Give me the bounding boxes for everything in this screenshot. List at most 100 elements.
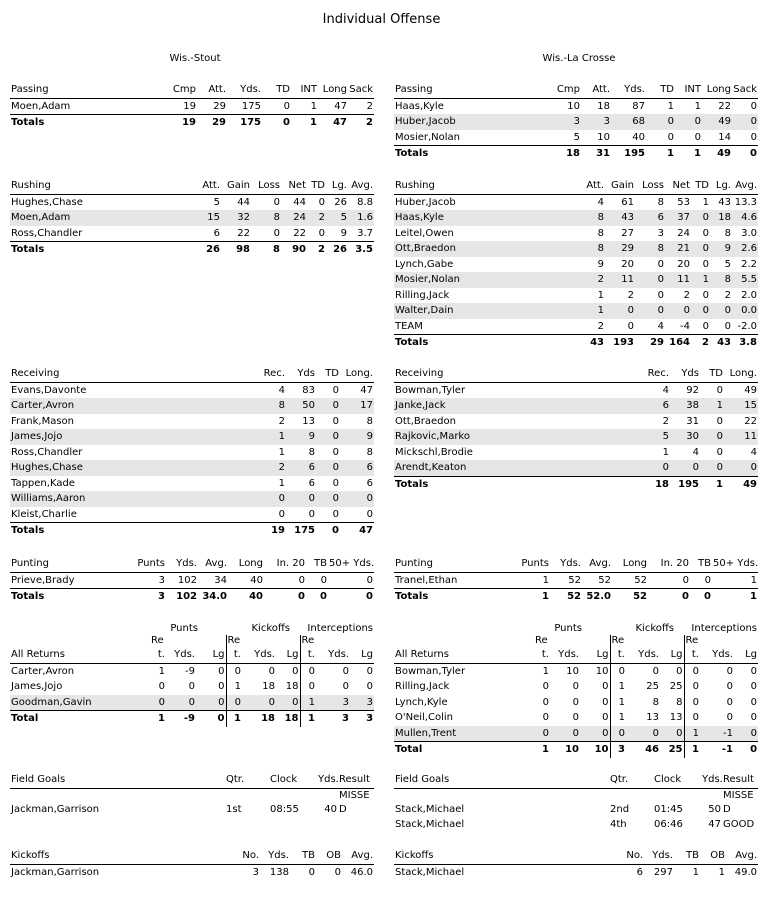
table-cell: 0 [542,712,549,723]
table-cell: 0 [250,491,286,507]
away-passing-table: Passing Cmp Att. Yds. TD INT Long Sack Haas,Kyl… [394,82,758,162]
table-cell: Totals [394,145,539,162]
table-cell: 0 [675,114,702,130]
table-cell: 0 [218,681,225,692]
table-cell: 18 [597,100,610,112]
table-cell: Ott,Braedon [394,241,570,257]
table-cell: Walter,Dain [394,303,570,319]
column-header: Avg. [348,178,374,195]
table-cell: 3.8 [732,334,758,351]
table-cell [394,788,609,802]
column-header: Yds. [316,647,350,664]
table-cell: 3.5 [348,241,374,258]
table-cell: 29 [213,100,226,112]
table-cell: 8 [676,696,683,708]
table-cell: 0 [750,696,758,708]
table-cell: 34 [214,574,227,586]
column-header: No. [240,848,260,865]
column-header: Yds. [260,848,290,865]
table-cell: 19 [155,114,197,131]
table-cell: Kleist,Charlie [11,508,77,520]
table-cell: 90 [281,241,307,258]
table-cell: 0 [700,460,724,476]
table-cell: Bowman,Tyler [395,665,466,677]
table-cell: 1 [646,145,675,162]
table-cell: 6 [286,460,316,476]
table-cell: 49 [702,145,732,162]
table-row: Lynch,Kyle 0 0 0 1 8 8 0 0 0 [394,694,758,710]
table-cell: 24 [677,227,690,239]
table-cell: 164 [665,334,691,351]
home-kickoffs-section: Kickoffs No. Yds. TB OB Avg. Jackman,Garrison… [10,848,374,880]
home-team-name: Wis.-Stout [169,53,221,64]
table-cell: 6 [635,210,665,226]
table-cell: 18 [276,710,300,727]
table-cell: 0 [648,588,690,605]
column-header: Qtr. [609,772,653,789]
column-header: Att. [197,82,227,99]
table-cell: 0 [694,131,701,143]
table-cell: 1 [150,710,166,727]
table-cell: 0 [316,460,340,476]
table-cell [225,788,269,802]
table-cell: 43 [710,334,732,351]
table-cell: 13 [669,712,683,723]
table-cell: 6 [634,398,670,414]
table-row: Mosier,Nolan 5 10 40 0 0 14 0 [394,130,758,146]
table-cell: 0 [702,258,709,270]
column-header: Punts [504,556,550,573]
column-header: In. 20 [264,556,306,573]
table-cell: 06:46 [654,819,683,830]
table-cell: 10 [580,741,610,758]
table-cell: 0 [635,303,665,319]
table-cell: 0 [342,681,349,692]
table-cell: James,Jojo [11,681,63,692]
table-cell: 0 [676,665,683,677]
table-cell: 26 [334,196,347,208]
table-cell: GOOD [723,819,755,830]
table-cell: 4 [597,196,604,208]
table-cell: 1 [504,588,550,605]
table-cell: 0 [542,681,549,692]
column-header [734,635,758,647]
table-cell: 0 [683,663,700,679]
table-cell: 52.0 [582,588,612,605]
table-row: Haas,Kyle 8 43 6 37 0 18 4.6 [394,210,758,226]
table-cell: 0 [702,227,709,239]
table-cell: 0 [652,665,659,677]
table-cell: 0 [273,196,280,208]
table-cell: 8 [710,272,732,288]
home-field-goals-table: Field Goals Qtr. Clock Yds. Result MISSE Jac… [10,772,374,817]
table-row: Williams,Aaron 0 0 0 0 [10,491,374,507]
away-kickoffs-section: Kickoffs No. Yds. TB OB Avg. Stack,Michael 6 29… [394,848,758,880]
table-cell: 13 [646,712,659,723]
table-cell: 18 [242,710,276,727]
table-row: Arendt,Keaton 0 0 0 0 [394,460,758,476]
column-header: TD [307,178,326,195]
table-cell: 20 [677,258,690,270]
table-cell: 6 [636,866,643,878]
table-cell: 26 [186,241,221,258]
table-cell: 0 [292,665,299,677]
table-row: Hughes,Chase 2 6 0 6 [10,460,374,476]
table-cell: 0 [306,588,328,605]
column-header: All Returns [10,647,150,664]
table-cell: Rajkovic,Marko [394,429,634,445]
table-row: Goodman,Gavin 0 0 0 0 0 0 1 3 3 [10,694,375,711]
column-header: Yds [670,366,700,383]
table-row: Moen,Adam 19 29 175 0 1 47 2 [10,98,374,115]
table-cell: 52 [612,588,648,605]
table-cell: MISSE [339,789,370,801]
column-header: Kickoffs [251,623,291,634]
table-cell: Goodman,Gavin [10,694,150,711]
table-cell: 8 [250,398,286,414]
table-cell: 195 [670,475,700,492]
table-cell: 0 [328,588,374,605]
table-cell [609,788,653,802]
table-cell: 8 [635,241,665,257]
table-cell: Ross,Chandler [11,446,83,458]
table-cell: 3 [316,694,350,711]
away-returns-section: Punts Kickoffs Interceptions Re Re Re All Re… [394,622,759,758]
column-header: Avg. [582,556,612,573]
column-header: Rec. [634,366,670,383]
